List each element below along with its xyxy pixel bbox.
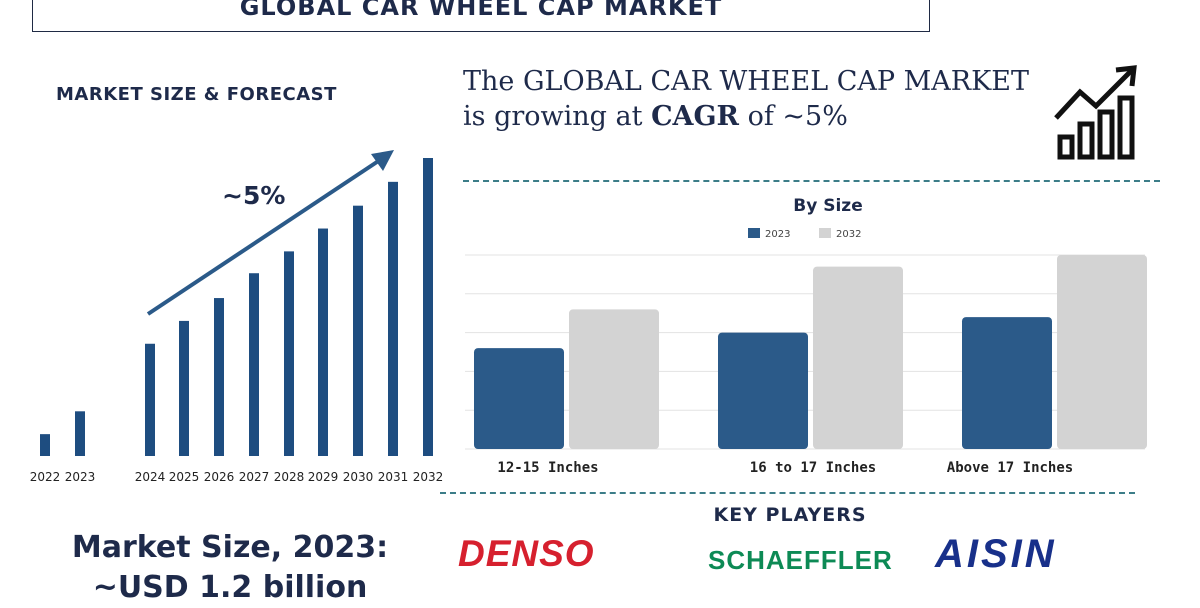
headline-line2-prefix: is growing at bbox=[463, 101, 652, 132]
size-category-label: 16 to 17 Inches bbox=[750, 460, 876, 476]
legend-swatch-2032 bbox=[819, 228, 831, 238]
size-bar-2023-2 bbox=[962, 317, 1052, 449]
forecast-year-label-2027: 2027 bbox=[239, 470, 270, 484]
size-bar-2023-0 bbox=[474, 348, 564, 449]
forecast-year-label-2030: 2030 bbox=[343, 470, 374, 484]
forecast-year-label-2022: 2022 bbox=[30, 470, 61, 484]
forecast-bar-2029 bbox=[318, 228, 328, 456]
size-bar-2023-1 bbox=[718, 332, 808, 449]
forecast-year-label-2031: 2031 bbox=[378, 470, 409, 484]
forecast-bar-2026 bbox=[214, 298, 224, 456]
growth-chart-icon bbox=[1054, 65, 1137, 160]
forecast-year-label-2023: 2023 bbox=[65, 470, 96, 484]
market-size-2023: Market Size, 2023: ~USD 1.2 billion bbox=[30, 528, 430, 608]
market-size-forecast-chart: 2022 2023 2024 2025 2026 2027 2028 2029 2030 2031… bbox=[30, 150, 444, 484]
legend-swatch-2023 bbox=[748, 228, 760, 238]
forecast-bar-2032 bbox=[423, 158, 433, 456]
by-size-chart: By Size 2023 2032 12-15 Inches 16 to 17 Inch… bbox=[465, 196, 1147, 476]
forecast-year-label-2032: 2032 bbox=[413, 470, 444, 484]
headline-line2: is growing at CAGR of ~5% bbox=[463, 99, 1029, 134]
growth-arrow-head bbox=[371, 150, 394, 171]
size-bar-2032-2 bbox=[1057, 255, 1147, 449]
forecast-bar-2027 bbox=[249, 273, 259, 456]
forecast-bar-2024 bbox=[145, 343, 155, 456]
size-category-label: 12-15 Inches bbox=[497, 460, 598, 476]
forecast-bar-2030 bbox=[353, 205, 363, 456]
legend-label-2032: 2032 bbox=[836, 229, 861, 240]
market-size-line1: Market Size, 2023: bbox=[71, 530, 389, 565]
forecast-bar-2025 bbox=[179, 320, 189, 456]
size-category-label: Above 17 Inches bbox=[947, 460, 1073, 476]
size-bar-2032-0 bbox=[569, 309, 659, 449]
header-title-box: GLOBAL CAR WHEEL CAP MARKET bbox=[32, 0, 930, 32]
forecast-bar-2022 bbox=[40, 434, 50, 456]
forecast-bar-2023 bbox=[75, 411, 85, 456]
aisin-logo: AISIN bbox=[935, 532, 1057, 576]
page-title: GLOBAL CAR WHEEL CAP MARKET bbox=[239, 0, 723, 21]
headline-cagr: CAGR bbox=[651, 101, 739, 132]
market-size-forecast-title: MARKET SIZE & FORECAST bbox=[56, 84, 337, 105]
divider-bottom bbox=[440, 492, 1135, 494]
denso-logo: DENSO bbox=[458, 533, 595, 574]
by-size-title: By Size bbox=[793, 196, 862, 216]
growth-arrow bbox=[146, 154, 388, 316]
headline-line1: The GLOBAL CAR WHEEL CAP MARKET bbox=[463, 66, 1030, 97]
cagr-headline: The GLOBAL CAR WHEEL CAP MARKET is growi… bbox=[463, 64, 1029, 134]
legend-label-2023: 2023 bbox=[765, 229, 790, 240]
forecast-year-label-2026: 2026 bbox=[204, 470, 235, 484]
forecast-year-label-2028: 2028 bbox=[274, 470, 305, 484]
growth-label: ~5% bbox=[222, 181, 285, 210]
size-bar-2032-1 bbox=[813, 266, 903, 449]
forecast-year-label-2025: 2025 bbox=[169, 470, 200, 484]
key-players-title: KEY PLAYERS bbox=[713, 504, 867, 526]
divider-top bbox=[463, 180, 1160, 182]
schaeffler-logo: SCHAEFFLER bbox=[708, 545, 893, 575]
forecast-bar-2031 bbox=[388, 181, 398, 456]
forecast-year-label-2029: 2029 bbox=[308, 470, 339, 484]
market-size-line2: ~USD 1.2 billion bbox=[92, 570, 368, 605]
forecast-bar-2028 bbox=[284, 251, 294, 456]
forecast-year-label-2024: 2024 bbox=[135, 470, 166, 484]
headline-line2-suffix: of ~5% bbox=[739, 101, 848, 132]
